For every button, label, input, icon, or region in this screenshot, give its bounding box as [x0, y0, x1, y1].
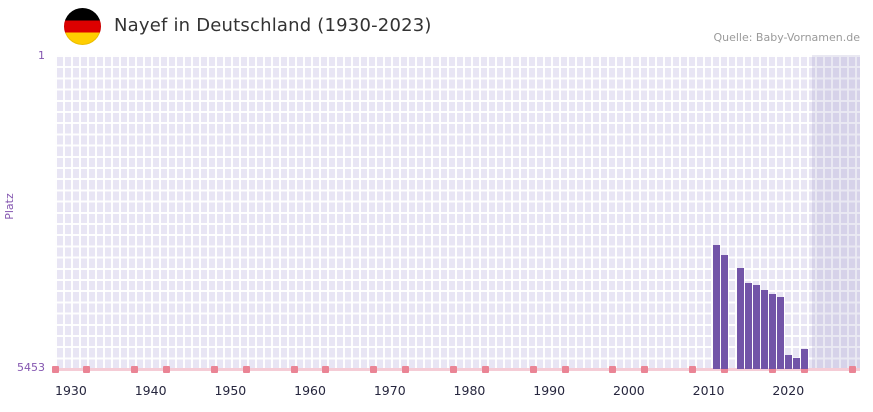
x-axis-minor-tick: [689, 366, 697, 373]
x-axis-minor-tick: [370, 366, 378, 373]
x-axis-minor-tick: [609, 366, 617, 373]
plot-area: 1930 1940 1950 1960 1970 1980 1990 2000 2010 2020: [51, 55, 860, 398]
x-tick-label-1970: 1970: [373, 383, 406, 398]
rank-bar-2017: [760, 289, 768, 369]
x-tick-label-2000: 2000: [612, 383, 645, 398]
x-axis-minor-tick: [848, 366, 856, 373]
x-tick-label-2010: 2010: [692, 383, 725, 398]
rank-bar-2015: [744, 282, 752, 369]
x-tick-label-1960: 1960: [294, 383, 326, 398]
x-axis-minor-tick: [450, 366, 457, 373]
rank-bar-2016: [752, 285, 760, 369]
rank-bar-2018: [768, 294, 776, 369]
recent-years-band: [812, 55, 860, 371]
rank-bar-2011: [713, 244, 721, 369]
rank-bar-2014: [736, 267, 744, 369]
x-axis-minor-tick: [721, 366, 728, 373]
y-axis-bottom-label: 5453: [17, 361, 45, 374]
x-axis-minor-tick: [163, 366, 171, 373]
y-axis-title: Platz: [2, 193, 16, 220]
chart-title: Nayef in Deutschland (1930-2023): [114, 15, 432, 36]
x-tick-label-1930: 1930: [55, 383, 87, 398]
x-tick-label-1980: 1980: [453, 383, 486, 398]
x-tick-label-1940: 1940: [134, 383, 167, 398]
x-axis-minor-tick: [529, 366, 537, 373]
x-tick-label-2020: 2020: [772, 383, 805, 398]
x-axis-minor-tick: [768, 366, 776, 373]
x-axis-minor-tick: [481, 366, 489, 373]
x-axis-minor-tick: [322, 366, 330, 373]
rank-bar-2021: [792, 357, 800, 369]
rank-bar-2019: [776, 296, 784, 369]
rank-bar-2020: [784, 355, 792, 369]
germany-flag-icon: [64, 8, 101, 45]
x-axis-minor-tick: [641, 366, 649, 373]
x-axis-minor-tick: [131, 366, 139, 373]
x-tick-label-1990: 1990: [533, 383, 566, 398]
x-axis-minor-tick: [51, 366, 59, 373]
x-axis-minor-tick: [402, 366, 410, 373]
rank-bar-2022: [800, 348, 808, 369]
x-axis-minor-tick: [210, 366, 218, 373]
x-axis-minor-tick: [561, 366, 569, 373]
rank-bar-2012: [721, 255, 728, 369]
x-axis-minor-tick: [242, 366, 250, 373]
x-axis-baseline: [55, 368, 860, 371]
y-axis-top-label: 1: [38, 49, 45, 62]
x-tick-label-1950: 1950: [214, 383, 247, 398]
x-axis-minor-tick: [290, 366, 298, 373]
x-axis-minor-tick: [83, 366, 91, 373]
source-credit: Quelle: Baby-Vornamen.de: [713, 31, 860, 44]
x-axis-minor-tick: [800, 366, 808, 373]
